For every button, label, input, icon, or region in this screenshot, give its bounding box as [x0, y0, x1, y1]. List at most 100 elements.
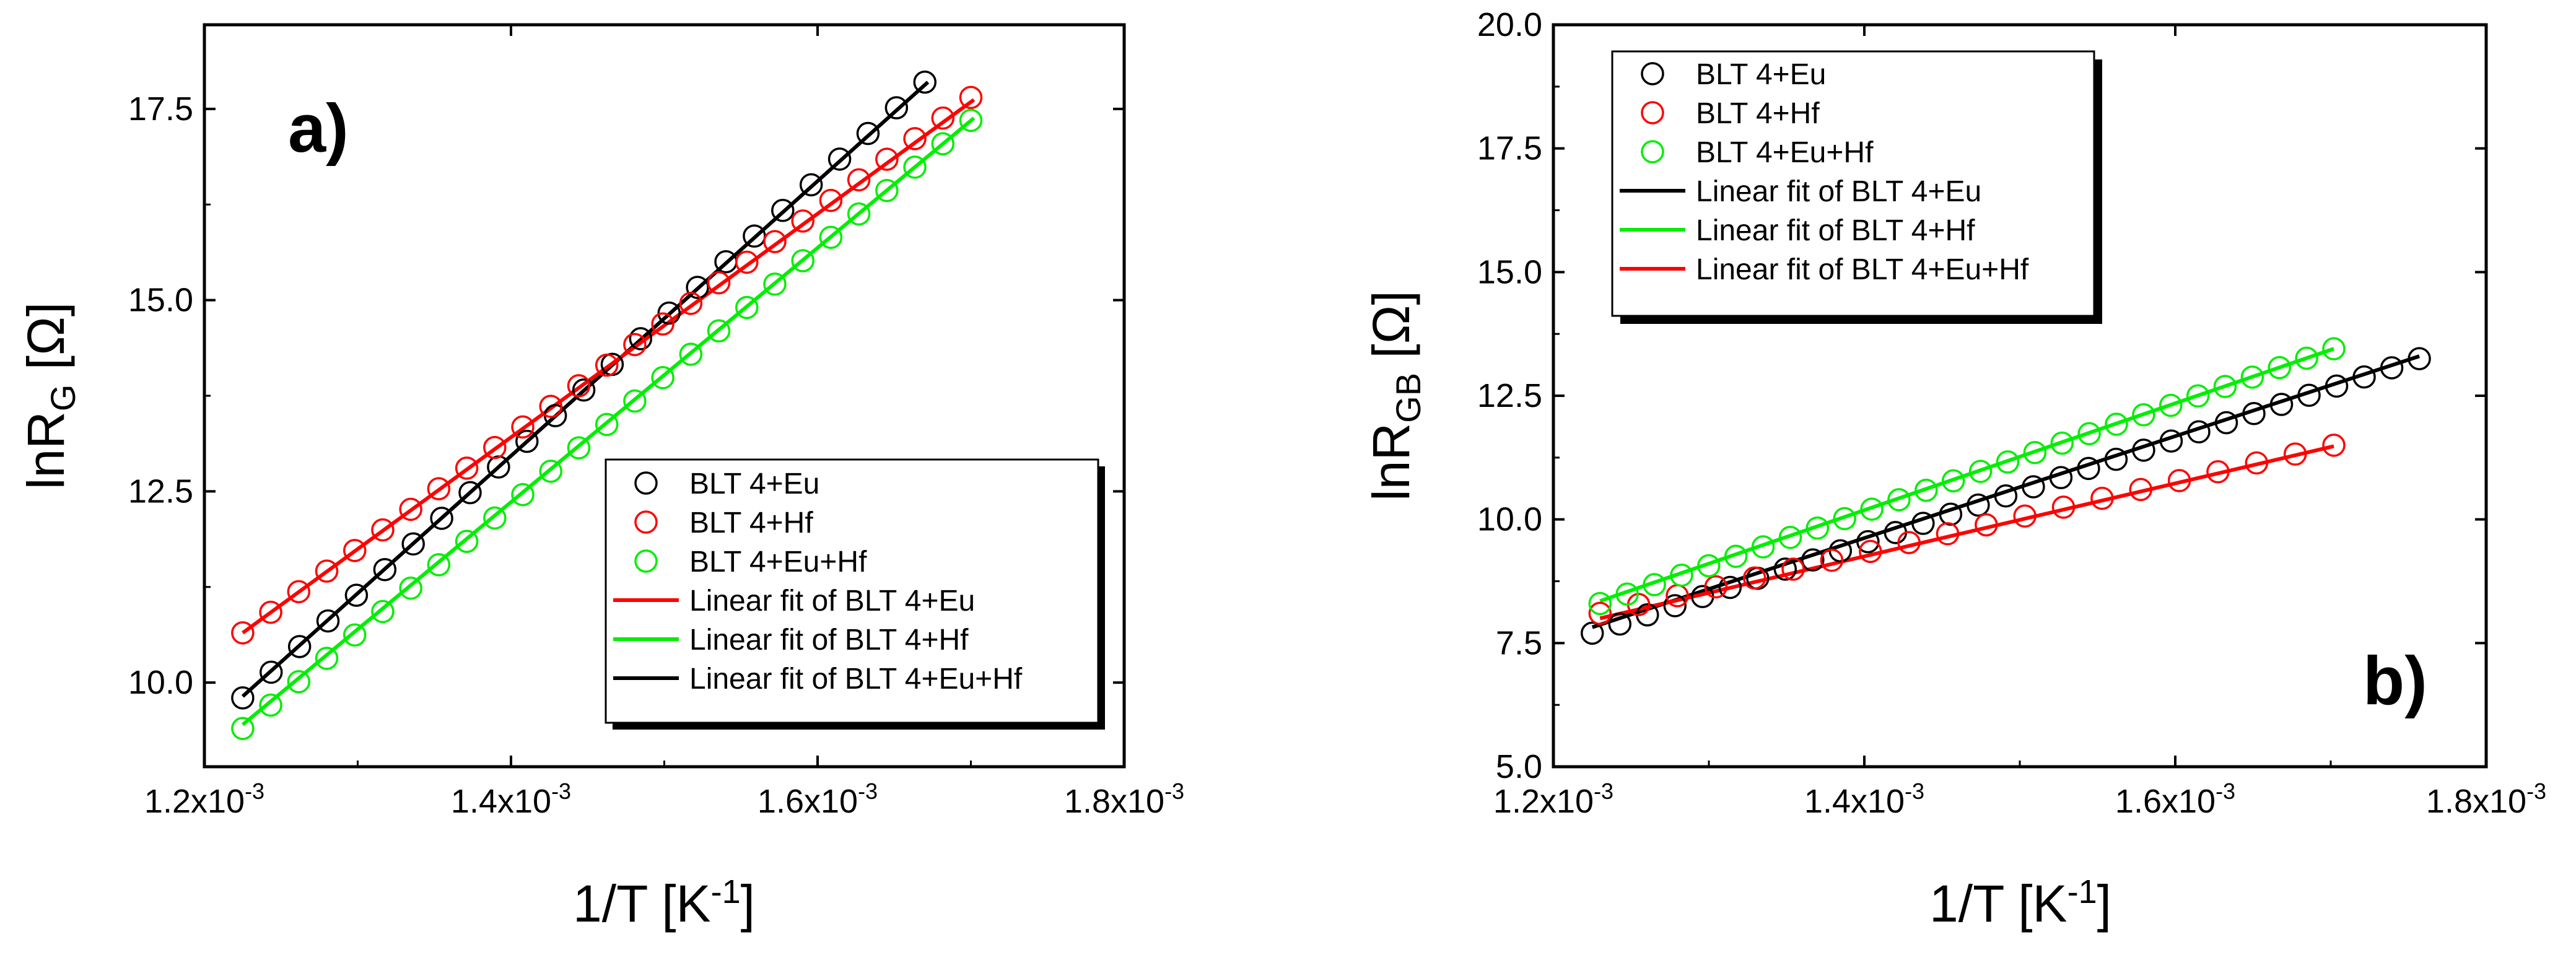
panel-label-a: a)	[288, 90, 349, 167]
x-tick-label-a-2: 1.4x10-3	[451, 778, 571, 820]
data-point-a-s1-7	[401, 532, 425, 556]
data-point-a-s2-16	[651, 312, 675, 336]
data-point-a-s3-20	[763, 272, 787, 296]
legend-symbol-b-2	[1641, 101, 1664, 124]
data-point-b-s1-13	[1911, 512, 1935, 535]
data-point-a-s2-8	[427, 477, 451, 500]
data-point-a-s3-22	[819, 225, 843, 249]
data-point-b-s1-1	[1581, 621, 1604, 645]
data-point-b-s1-28	[2325, 374, 2349, 398]
data-point-a-s2-5	[343, 539, 367, 562]
legend-label-b-2: BLT 4+Hf	[1696, 97, 1820, 130]
x-axis-title-b-close: ]	[2097, 874, 2111, 933]
data-point-a-s3-16	[651, 366, 675, 390]
data-point-b-s3-9	[1805, 516, 1830, 540]
data-point-a-s2-21	[791, 209, 814, 233]
y-axis-title-b-sub: GB	[1389, 373, 1428, 423]
x-tick-label-mantissa: 1.4x10	[451, 783, 551, 820]
data-point-a-s1-13	[572, 378, 596, 402]
y-tick-label-b-2: 7.5	[1496, 624, 1542, 661]
legend-label-a-6: Linear fit of BLT 4+Eu+Hf	[689, 663, 1023, 696]
y-axis-title-a-sub: G	[43, 385, 82, 412]
data-point-a-s2-22	[819, 188, 843, 212]
data-point-a-s2-9	[455, 456, 479, 480]
data-point-b-s3-11	[1860, 497, 1884, 521]
legend-label-b-5: Linear fit of BLT 4+Hf	[1696, 214, 1975, 247]
data-point-b-s3-28	[2322, 337, 2346, 360]
data-point-b-s3-12	[1887, 488, 1911, 512]
axis-ticks-b: 1.2x10-3 1.4x10-3 1.6x10-3 1.8x10-35.07.510…	[1477, 6, 2546, 820]
data-point-b-s2-8	[1859, 539, 1882, 564]
x-axis-title-b-sup: -1	[2067, 873, 2097, 910]
fit-line-b-1	[1591, 354, 2421, 629]
legend-label-a-5: Linear fit of BLT 4+Hf	[689, 624, 969, 656]
data-point-a-s2-6	[371, 518, 395, 542]
x-tick-label-a-4: 1.8x10-3	[1064, 778, 1184, 820]
data-point-a-s2-4	[315, 559, 339, 583]
x-tick-label-mantissa: 1.6x10	[2115, 783, 2216, 820]
data-point-a-s3-7	[399, 576, 422, 600]
data-point-a-s3-14	[595, 412, 619, 437]
data-point-b-s1-29	[2352, 365, 2376, 389]
x-tick-label-b-3: 1.6x10-3	[2115, 778, 2235, 820]
data-point-a-s2-25	[903, 127, 927, 150]
data-point-b-s2-6	[1781, 557, 1805, 581]
data-point-b-s3-4	[1670, 563, 1693, 587]
data-point-a-s3-18	[707, 319, 731, 343]
data-point-b-s3-17	[2023, 440, 2047, 464]
x-tick-label-mantissa: 1.4x10	[1804, 783, 1905, 820]
data-point-a-s3-2	[259, 693, 282, 717]
data-point-b-s1-17	[2022, 475, 2045, 499]
y-tick-label-a-3: 15.0	[128, 282, 193, 319]
data-point-b-s1-19	[2077, 456, 2100, 481]
x-tick-label-exponent: -3	[1905, 778, 1924, 804]
fit-line-a-1	[241, 81, 930, 698]
x-tick-label-b-1: 1.2x10-3	[1493, 778, 1613, 820]
data-point-b-s1-20	[2104, 447, 2128, 471]
data-point-b-s3-24	[2213, 375, 2237, 398]
x-tick-label-exponent: -3	[1594, 778, 1613, 804]
data-point-b-s2-11	[1975, 513, 1998, 537]
y-axis-title-a-rest: [Ω]	[17, 302, 75, 385]
y-axis-title-a: lnRG [Ω]	[17, 302, 82, 489]
data-point-b-s3-26	[2268, 355, 2292, 380]
data-point-b-s1-2	[1608, 612, 1632, 636]
data-point-a-s1-15	[629, 327, 653, 351]
fit-line-b-3	[1599, 444, 2334, 621]
y-tick-label-b-6: 17.5	[1477, 130, 1542, 167]
data-point-a-s2-7	[399, 497, 422, 521]
data-point-b-s2-5	[1742, 566, 1766, 590]
data-point-a-s2-12	[539, 395, 563, 418]
data-point-a-s3-19	[735, 295, 759, 320]
x-tick-label-b-2: 1.4x10-3	[1804, 778, 1924, 820]
data-point-b-s3-1	[1588, 591, 1612, 616]
data-point-b-s1-27	[2297, 383, 2321, 407]
data-point-b-s2-18	[2245, 451, 2269, 475]
data-point-a-s3-26	[931, 132, 955, 155]
x-tick-label-mantissa: 1.2x10	[144, 783, 245, 820]
data-point-a-s1-11	[515, 429, 539, 453]
chart-panel-a: 1.2x10-3 1.4x10-3 1.6x10-3 1.8x10-310.012.5…	[17, 23, 1184, 933]
legend-label-b-1: BLT 4+Eu	[1696, 58, 1826, 91]
x-axis-title-a-close: ]	[741, 874, 755, 933]
y-tick-label-b-7: 20.0	[1477, 6, 1542, 43]
y-tick-label-a-1: 10.0	[128, 664, 193, 701]
y-tick-label-b-1: 5.0	[1496, 748, 1542, 785]
data-point-a-s3-24	[875, 178, 899, 203]
y-tick-label-b-3: 10.0	[1477, 501, 1542, 538]
data-point-b-s3-10	[1833, 507, 1856, 531]
data-point-a-s1-25	[913, 70, 937, 94]
data-point-b-s2-9	[1897, 531, 1921, 554]
data-point-a-s2-27	[959, 85, 983, 110]
data-point-b-s2-16	[2167, 469, 2191, 492]
data-point-b-s1-24	[2214, 411, 2238, 435]
data-point-a-s2-2	[259, 600, 282, 624]
data-point-b-s2-14	[2090, 486, 2114, 510]
data-point-a-s1-4	[316, 609, 340, 633]
x-axis-title-b-main: 1/T [K	[1929, 874, 2067, 933]
data-point-a-s3-21	[791, 249, 814, 273]
data-point-b-s1-6	[1718, 575, 1742, 600]
legend-label-a-1: BLT 4+Eu	[689, 468, 819, 500]
data-point-a-s2-1	[231, 621, 255, 645]
data-point-a-s1-21	[799, 173, 823, 197]
